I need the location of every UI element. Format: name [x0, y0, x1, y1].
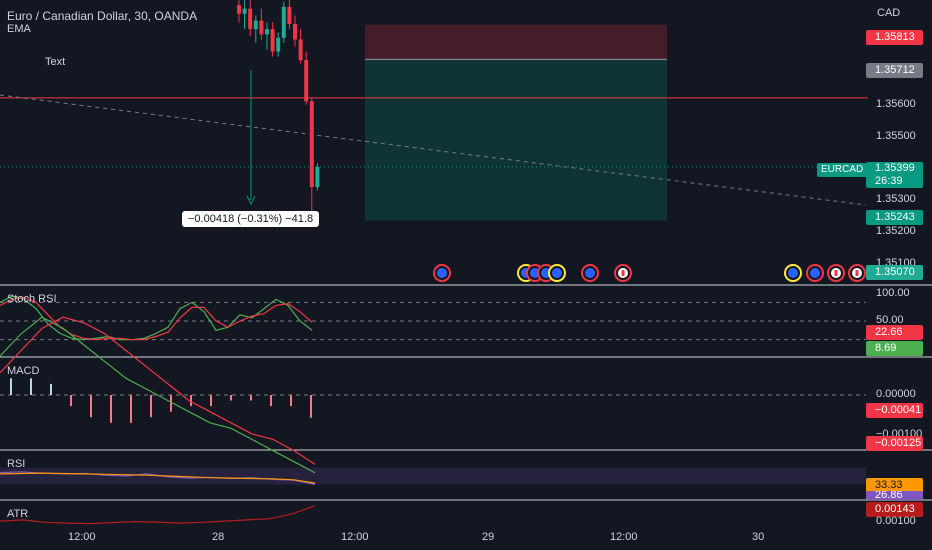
macd-hist-bar [50, 383, 52, 395]
candle-body [259, 20, 264, 35]
time-tick: 29 [482, 531, 495, 543]
last-price: 1.35399 [875, 162, 915, 174]
macd-hist-bar [230, 395, 232, 401]
price-tick: 1.35300 [876, 193, 916, 205]
price-tick: 1.35200 [876, 225, 916, 237]
macd-hist-bar [150, 395, 152, 418]
stoch-tick: 50.00 [876, 314, 904, 326]
macd-hist-bar [10, 378, 12, 395]
last-price-tag: 1.35399 26:39 [866, 162, 923, 188]
measure-tooltip: −0.00418 (−0.31%) −41.8 [182, 211, 320, 227]
candle-body [287, 6, 292, 25]
text-annotation[interactable]: Text [45, 56, 66, 68]
time-tick: 12:00 [68, 531, 96, 543]
rsi-title[interactable]: RSI [7, 458, 26, 470]
eu-flag-icon [437, 268, 447, 278]
price-tick: 1.35600 [876, 98, 916, 110]
atr-title[interactable]: ATR [7, 508, 29, 520]
macd-hist-bar [110, 395, 112, 423]
candle-body [248, 8, 253, 30]
macd-signal-tag: −0.00125 [866, 436, 923, 451]
macd-plot [0, 316, 866, 474]
signal-line [0, 316, 316, 465]
macd-hist-bar [270, 395, 272, 407]
profit-zone [365, 59, 667, 221]
time-tick: 12:00 [341, 531, 369, 543]
stoch-tick: 100.00 [876, 287, 910, 299]
stoch-rsi-title[interactable]: Stoch RSI [7, 293, 57, 305]
stop-price-tag: 1.35813 [866, 30, 923, 45]
candle-body [304, 60, 309, 102]
candle-body [281, 6, 286, 38]
macd-hist-bar [30, 378, 32, 395]
macd-hist-bar [90, 395, 92, 418]
rsi-ma-tag: 33.33 [866, 478, 923, 493]
macd-hist-bar [250, 395, 252, 401]
price-tick: 1.35500 [876, 130, 916, 142]
atr-tick: 0.00100 [876, 515, 916, 527]
atr-tag: 0.00143 [866, 502, 923, 517]
bar-countdown: 26:39 [875, 175, 903, 187]
candle-body [253, 20, 258, 30]
stop-zone [365, 24, 667, 60]
maple-leaf-icon [855, 270, 859, 276]
low-price-tag: 1.35070 [866, 265, 923, 280]
stoch-k-tag: 22.66 [866, 325, 923, 340]
stoch-rsi-plot [0, 295, 866, 341]
macd-hist-bar [290, 395, 292, 407]
pane-separators [0, 284, 932, 501]
time-tick: 30 [752, 531, 765, 543]
trend-line [0, 94, 867, 206]
rsi-plot [0, 467, 866, 485]
entry-price-tag: 1.35712 [866, 63, 923, 78]
rsi-tag: 26.86 [866, 491, 923, 500]
economic-events[interactable] [433, 264, 866, 282]
rsi-band [0, 467, 866, 485]
position-tool[interactable] [365, 24, 667, 221]
eu-flag-icon [788, 268, 798, 278]
macd-hist-tag: −0.00041 [866, 403, 923, 418]
candle-series [237, 0, 320, 215]
macd-hist-bar [310, 395, 312, 418]
time-tick: 12:00 [610, 531, 638, 543]
candle-body [265, 29, 269, 35]
ema-legend[interactable]: EMA [7, 23, 31, 35]
candle-body [309, 101, 314, 188]
stoch-k-line [0, 295, 313, 341]
candle-body [270, 29, 275, 52]
symbol-title: Euro / Canadian Dollar, 30, OANDA [7, 9, 198, 23]
candle-body [242, 8, 247, 14]
macd-hist-bar [170, 395, 172, 412]
measure-arrowhead [246, 195, 256, 206]
price-lines [0, 70, 868, 206]
stoch-d-tag: 8.69 [866, 341, 923, 356]
atr-plot [0, 505, 316, 525]
eu-flag-icon [585, 268, 595, 278]
macd-hist-bar [190, 395, 192, 407]
eu-flag-icon [552, 268, 562, 278]
macd-title[interactable]: MACD [7, 365, 40, 377]
candle-body [276, 37, 281, 52]
macd-hist-bar [210, 395, 212, 407]
eu-flag-icon [810, 268, 820, 278]
candle-body [237, 5, 241, 14]
symbol-tag: EURCAD [817, 163, 868, 177]
maple-leaf-icon [834, 270, 838, 276]
candle-body [315, 166, 320, 188]
macd-hist-bar [70, 395, 72, 407]
atr-line [0, 505, 316, 525]
time-tick: 28 [212, 531, 225, 543]
maple-leaf-icon [621, 270, 625, 276]
rsi-ma-line [0, 472, 316, 484]
stoch-d-line [0, 296, 313, 341]
macd-tick: 0.00000 [876, 388, 916, 400]
target-price-tag: 1.35243 [866, 210, 923, 225]
macd-hist-bar [130, 395, 132, 423]
candle-body [298, 39, 303, 61]
currency-label: CAD [877, 7, 901, 19]
candle-body [293, 24, 297, 40]
